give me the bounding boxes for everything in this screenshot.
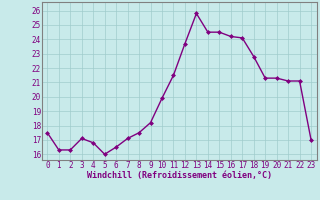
X-axis label: Windchill (Refroidissement éolien,°C): Windchill (Refroidissement éolien,°C) [87,171,272,180]
